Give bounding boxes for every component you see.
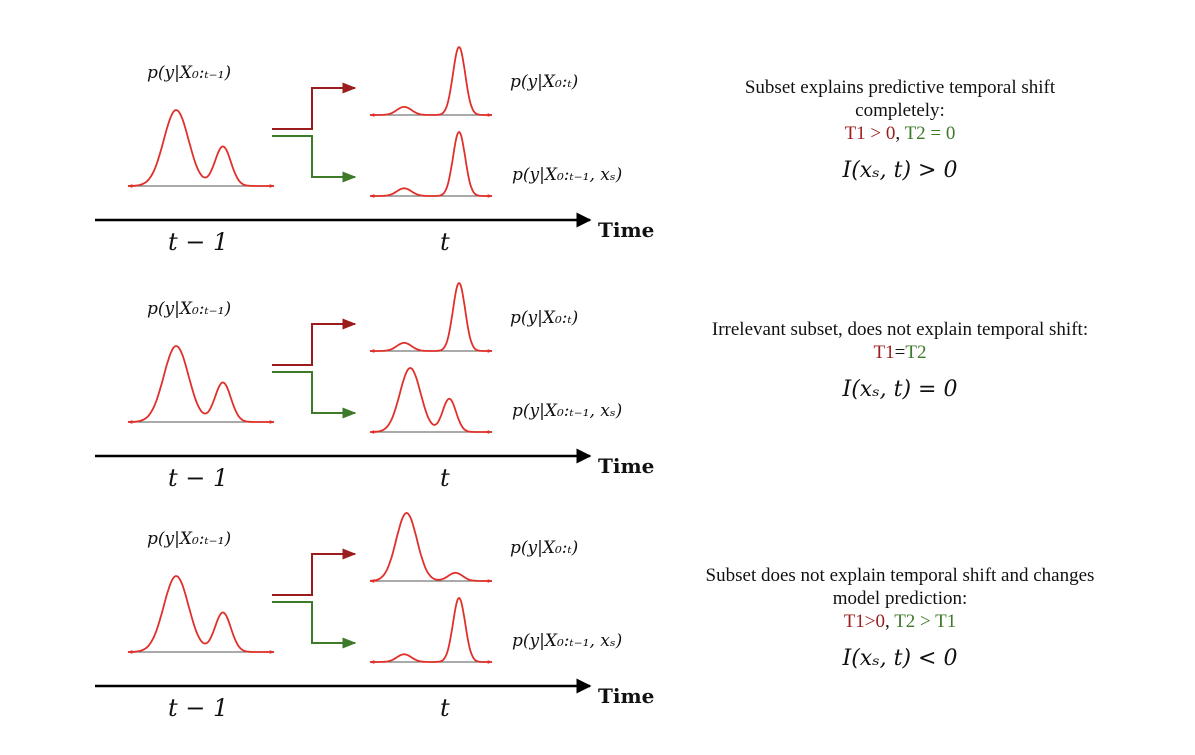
condition-separator: = (894, 342, 906, 363)
branch-arrow-full-history (272, 82, 357, 130)
prior-distribution-label: p(y|X₀:ₜ₋₁) (147, 529, 231, 549)
time-axis-label: Time (598, 218, 654, 242)
subset-conditioned-label: p(y|X₀:ₜ₋₁, xₛ) (512, 631, 622, 651)
time-axis-label: Time (598, 454, 654, 478)
mutual-information-expression: I(xₛ, t) = 0 (842, 377, 958, 402)
t1-condition: T1>0 (843, 611, 886, 632)
tick-t: t (440, 464, 450, 492)
branch-arrow-full-history (272, 548, 357, 596)
branch-arrow-with-subset (272, 135, 357, 183)
condition-line: T1 > 0, T2 = 0 (700, 122, 1100, 145)
branch-arrow-with-subset (272, 371, 357, 419)
subset-conditioned-label: p(y|X₀:ₜ₋₁, xₛ) (512, 165, 622, 185)
distribution-curve (127, 575, 274, 653)
full-history-distribution (369, 46, 493, 117)
tick-t: t (440, 694, 450, 722)
distribution-curve (369, 512, 492, 582)
description-text: Subset explains predictive temporal shif… (744, 77, 1056, 121)
full-history-label: p(y|X₀:ₜ) (510, 538, 578, 558)
t1-condition: T1 > 0 (844, 123, 896, 144)
description-text: Subset does not explain temporal shift a… (705, 565, 1095, 609)
distribution-curve (370, 131, 492, 197)
time-axis-label: Time (598, 684, 654, 708)
condition-separator: , (885, 611, 895, 632)
panel-2-description: Irrelevant subset, does not explain temp… (700, 318, 1100, 401)
distribution-curve (370, 282, 492, 352)
distribution-curve (370, 46, 492, 116)
panel-1: p(y|X₀:ₜ₋₁) p(y|X₀:ₜ) p(y|X₀:ₜ₋₁, xₛ) Time t… (95, 46, 654, 256)
full-history-label: p(y|X₀:ₜ) (510, 72, 578, 92)
full-history-distribution (369, 512, 493, 583)
distribution-curve (370, 597, 492, 663)
description-text: Irrelevant subset, does not explain temp… (711, 319, 1089, 340)
distribution-curve (127, 109, 274, 187)
condition-separator: , (895, 123, 905, 144)
full-history-distribution (369, 282, 493, 353)
t2-condition: T2 = 0 (904, 123, 956, 144)
prior-distribution (127, 345, 275, 424)
t2-condition: T2 (905, 342, 927, 363)
tick-t-minus-1: t − 1 (168, 694, 228, 722)
full-history-label: p(y|X₀:ₜ) (510, 308, 578, 328)
subset-distribution (369, 367, 493, 434)
panel-1-description: Subset explains predictive temporal shif… (700, 76, 1100, 182)
subset-distribution (369, 597, 493, 664)
panel-2: p(y|X₀:ₜ₋₁) p(y|X₀:ₜ) p(y|X₀:ₜ₋₁, xₛ) Time t… (95, 282, 654, 492)
branch-arrow-with-subset (272, 601, 357, 649)
subset-distribution (369, 131, 493, 198)
distribution-curve (370, 367, 492, 433)
prior-distribution-label: p(y|X₀:ₜ₋₁) (147, 299, 231, 319)
tick-t-minus-1: t − 1 (168, 228, 228, 256)
mutual-information-expression: I(xₛ, t) < 0 (842, 646, 958, 671)
prior-distribution (127, 109, 275, 188)
prior-distribution-label: p(y|X₀:ₜ₋₁) (147, 63, 231, 83)
panel-3: p(y|X₀:ₜ₋₁) p(y|X₀:ₜ) p(y|X₀:ₜ₋₁, xₛ) Time t… (95, 512, 654, 722)
tick-t: t (440, 228, 450, 256)
tick-t-minus-1: t − 1 (168, 464, 228, 492)
t2-condition: T2 > T1 (894, 611, 957, 632)
subset-conditioned-label: p(y|X₀:ₜ₋₁, xₛ) (512, 401, 622, 421)
prior-distribution (127, 575, 275, 654)
panel-3-description: Subset does not explain temporal shift a… (700, 564, 1100, 670)
condition-line: T1>0, T2 > T1 (700, 610, 1100, 633)
distribution-curve (127, 345, 274, 423)
t1-condition: T1 (873, 342, 895, 363)
mutual-information-expression: I(xₛ, t) > 0 (842, 158, 958, 183)
branch-arrow-full-history (272, 318, 357, 366)
condition-line: T1=T2 (700, 341, 1100, 364)
